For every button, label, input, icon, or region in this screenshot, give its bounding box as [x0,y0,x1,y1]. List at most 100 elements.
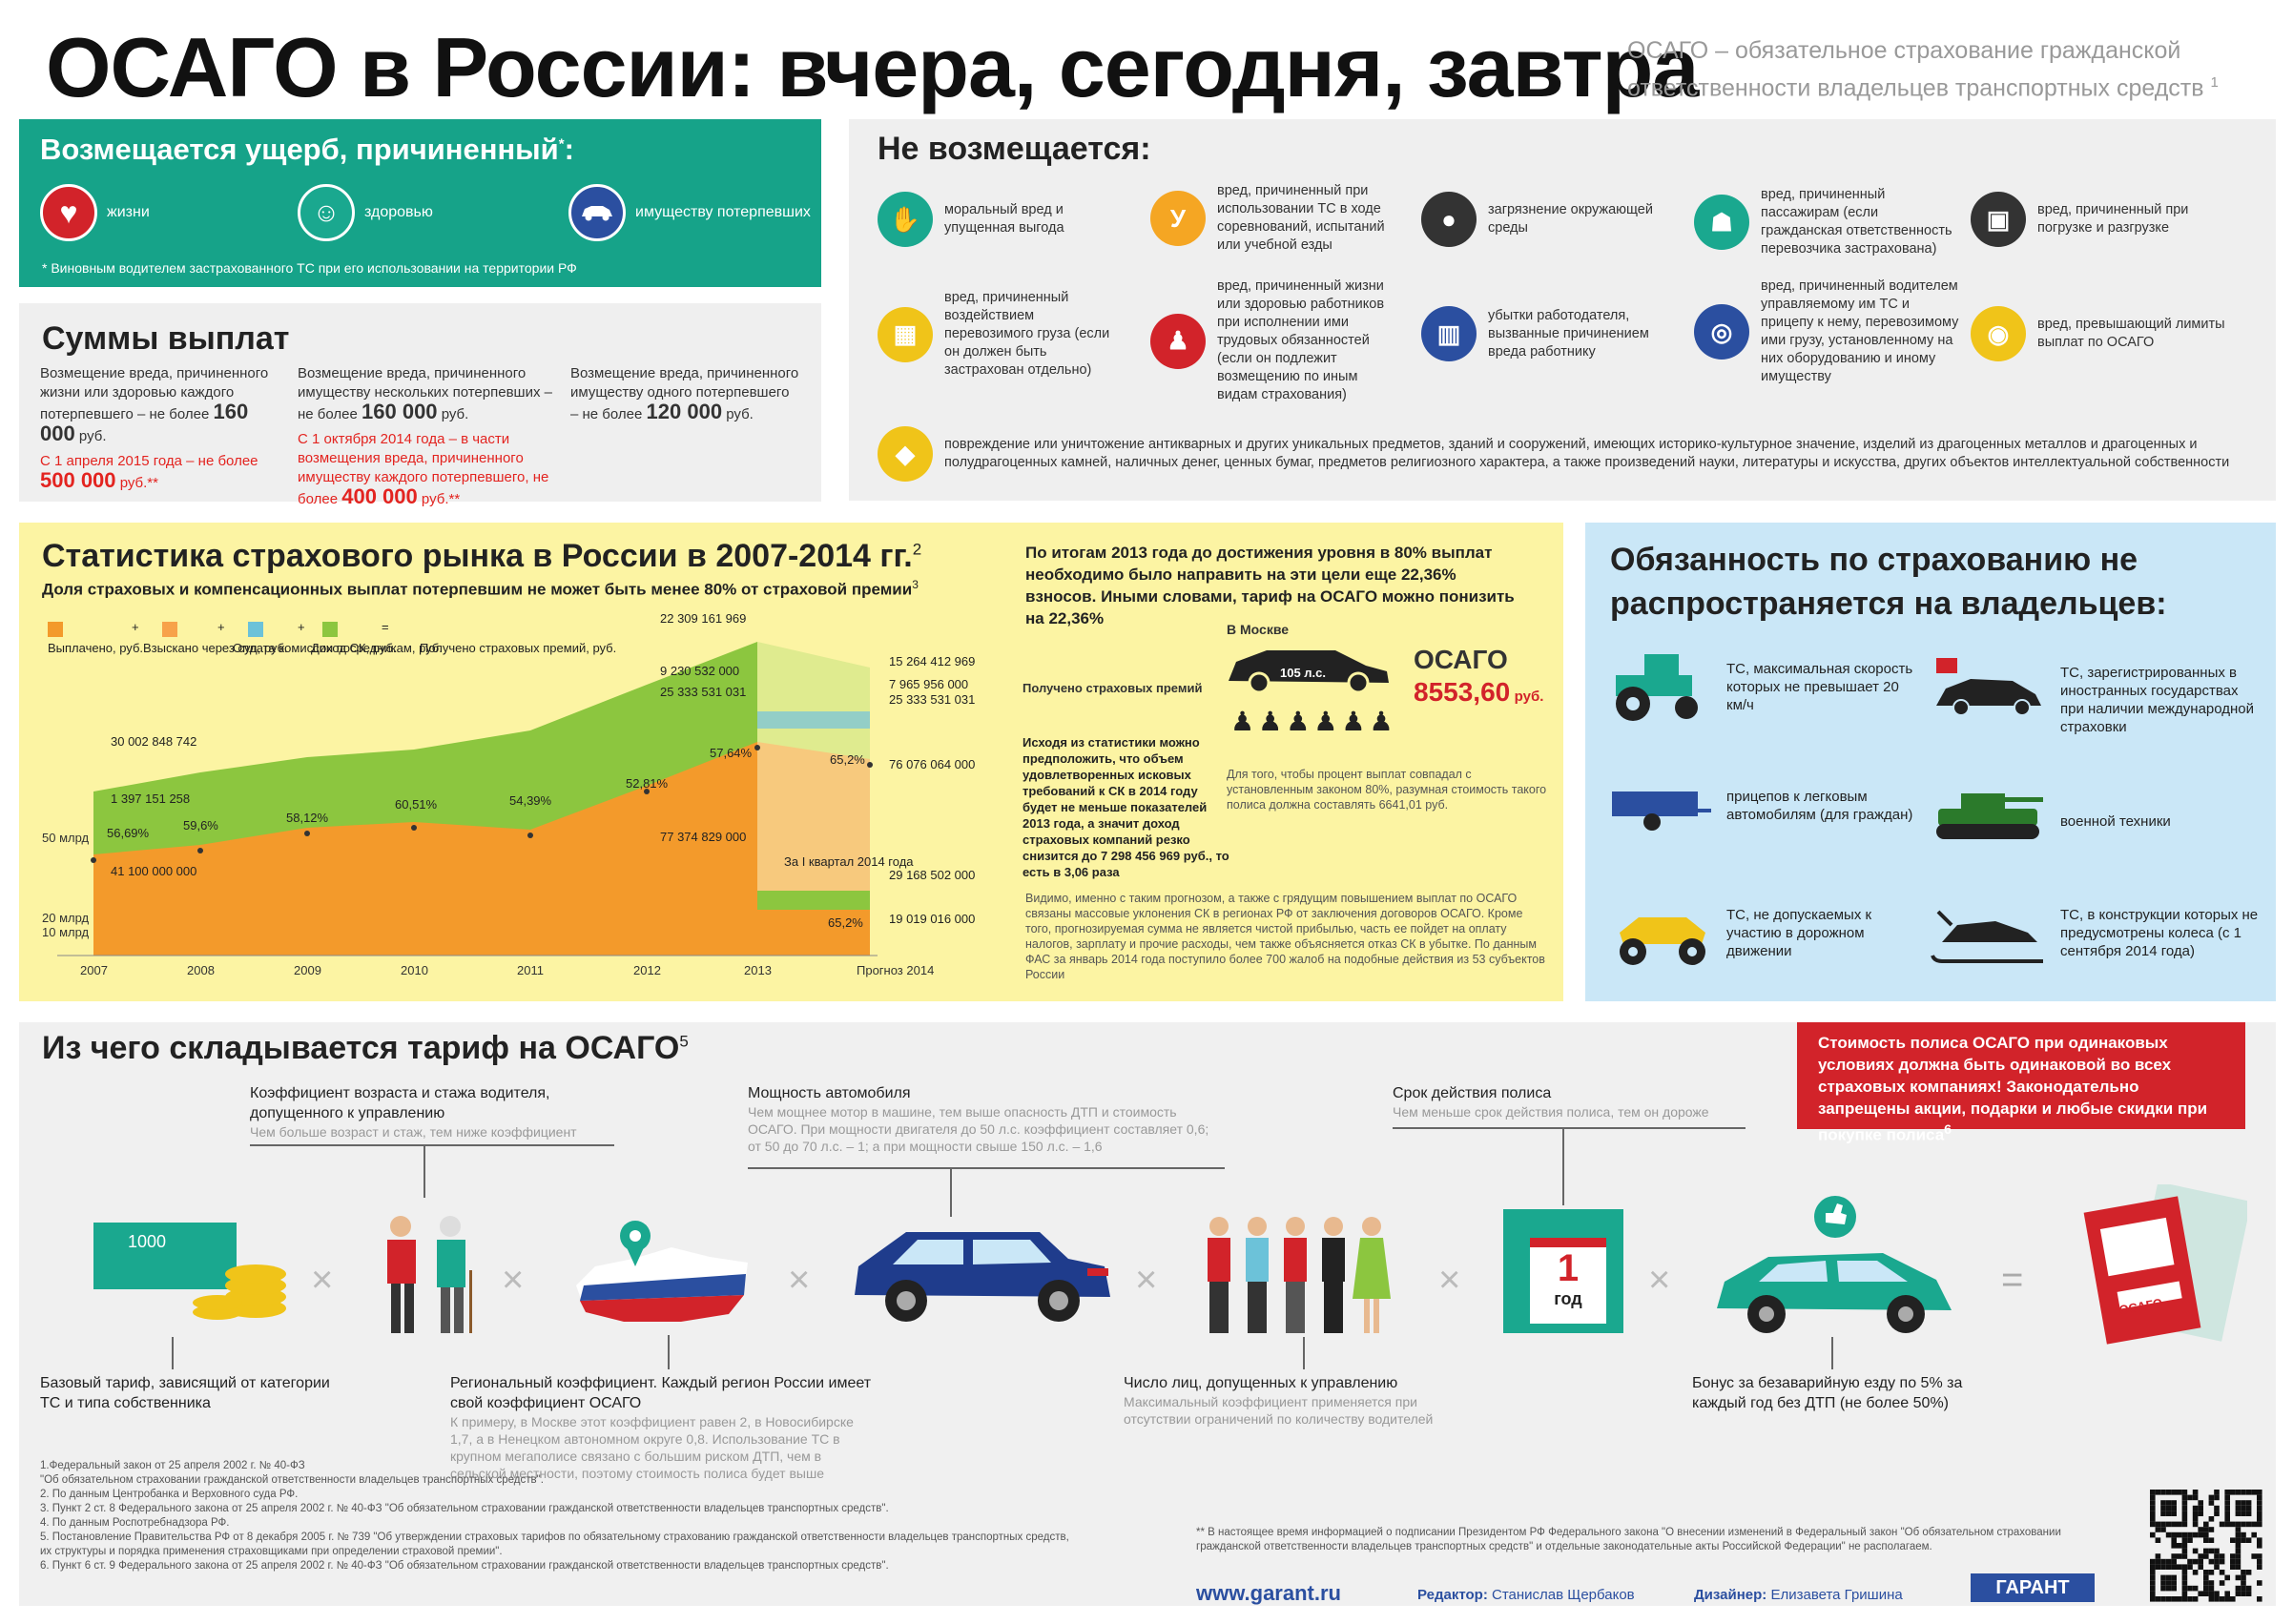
tariff-region: Региональный коэффициент. Каждый регион … [450,1375,872,1481]
sums-section: Суммы выплат Возмещение вреда, причиненн… [19,303,821,507]
trailer-icon [1612,791,1711,831]
sums-one: Возмещение вреда, причиненного имуществу… [570,365,799,423]
data-point [91,857,96,863]
diamond-icon: ◆ [878,426,933,482]
exception-military: военной техники [2060,813,2171,830]
sums-title: Суммы выплат [42,320,290,357]
nc-item-own-vehicle: ◎ вред, причиненный водителем управляемом… [1694,278,1961,386]
elderly-people-icon [387,1216,472,1333]
data-point [304,831,310,836]
qr-code-icon[interactable] [2150,1490,2262,1602]
tariff-bonus: Бонус за безаварийную езду по 5% за кажд… [1692,1375,1963,1411]
person-icon: ☺ [298,184,355,241]
heart-icon: ♥ [40,184,97,241]
page-title: ОСАГО в России: вчера, сегодня, завтра [46,20,1699,114]
received-label: Получено страховых премий [1023,681,1203,695]
moscow-hp: 105 л.с. [1280,666,1327,680]
exception-offroad: ТС, не допускаемых к участию в дорожном … [1726,907,1872,959]
tariff-power: Мощность автомобиля Чем мощнее мотор в ма… [748,1085,1209,1154]
coins-icon: ◉ [1971,306,2026,361]
tariff-section: Из чего складывается тариф на ОСАГО5 Сто… [19,1022,2276,1606]
nc-item-employer: ▥ убытки работодателя, вызванные причинен… [1421,306,1660,361]
x-tick-label: 2013 [744,963,772,977]
data-label: 25 333 531 031 [660,685,746,699]
passengers-icon: ☗ [1694,195,1749,250]
tariff-base: Базовый тариф, зависящий от категории ТС… [40,1375,330,1411]
nc-item-antiques: ◆ повреждение или уничтожение антикварных… [878,426,2232,482]
nc-item-pollution: ● загрязнение окружающей среды [1421,192,1660,247]
multiply-icon: × [502,1259,525,1301]
legend-operator: + [132,620,139,634]
data-label: 29 168 502 000 [889,868,975,882]
data-label: За I квартал 2014 года [784,854,914,869]
compensated-property: имуществу потерпевших [568,184,811,241]
legend-label: Оплата комиссии посредникам, руб. [233,641,443,655]
footnote-star: ** В настоящее время информацией о подпи… [1196,1527,2061,1552]
x-tick-label: 2011 [517,963,544,977]
y-tick-label: 20 млрд [42,911,90,925]
data-label: 15 264 412 969 [889,654,975,668]
legend-swatch [322,622,338,637]
compensated-health: ☺ здоровью [298,184,433,241]
equals-icon: = [2001,1259,2024,1301]
q1-payout [757,910,870,956]
osago-policy-icon: ОСАГО [2083,1184,2247,1345]
multiply-icon: × [1135,1259,1158,1301]
y-tick-label: 10 млрд [42,925,90,939]
data-point [197,848,203,853]
legend-label: Доход СК, руб. [311,641,397,655]
data-point [644,789,650,794]
x-tick-label: 2007 [80,963,108,977]
legend-label: Выплачено, руб. [48,641,143,655]
data-point [867,762,873,768]
osago-price: 8553,60 руб. [1414,677,1544,707]
stats-subtitle: Доля страховых и компенсационных выплат … [42,578,919,599]
analysis-text: Исходя из статистики можно предположить,… [1023,735,1229,879]
not-compensated-title: Не возмещается: [878,131,1151,167]
tariff-title: Из чего складывается тариф на ОСАГО5 [42,1030,689,1066]
page-subtitle: ОСАГО – обязательное страхование граждан… [1627,37,2219,102]
exception-no-wheels: ТС, в конструкции которых не предусмотре… [2060,907,2259,959]
data-label: 76 076 064 000 [889,757,975,771]
percent-label: 52,81% [626,776,669,791]
moscow-label: В Москве [1227,622,1290,637]
handshake-icon: ✋ [878,192,933,247]
tractor-icon [1616,654,1698,721]
data-point [754,745,760,750]
data-label: 77 374 829 000 [660,830,746,844]
percent-label: 57,64% [710,746,753,760]
data-label: 25 333 531 031 [889,692,975,707]
commission-band [757,711,870,729]
footer-url[interactable]: www.garant.ru [1196,1581,1341,1605]
svg-text:1000: 1000 [128,1232,166,1251]
multiply-icon: × [1438,1259,1461,1301]
sedan-thumbsup-icon [1717,1196,1952,1333]
percent-label: 65,2% [830,752,865,767]
multiply-icon: × [788,1259,811,1301]
legend-swatch [48,622,63,637]
data-label: 22 309 161 969 [660,611,746,626]
tariff-age: Коэффициент возраста и стажа водителя, д… [250,1085,577,1140]
data-point [527,833,533,838]
percent-label: 58,12% [286,811,329,825]
exception-slow-vehicles: ТС, максимальная скорость которых не пре… [1726,661,1913,713]
not-compensated-section: Не возмещается: ✋ моральный вред и упущен… [849,119,2276,501]
x-tick-label: 2012 [633,963,661,977]
multiply-icon: × [311,1259,334,1301]
data-label: 1 397 151 258 [111,791,190,806]
garant-logo: ГАРАНТ [1971,1573,2095,1602]
y-tick-label: 50 млрд [42,831,90,845]
legend-label: Взыскано через суд, руб. [143,641,288,655]
legend-swatch [162,622,177,637]
data-label: 41 100 000 000 [111,864,196,878]
data-label: 19 019 016 000 [889,912,975,926]
exceptions-title: Обязанность по страхованию не распростра… [1610,542,2167,622]
moscow-note: Для того, чтобы процент выплат совпадал … [1227,768,1547,812]
nc-item-workers: ♟ вред, причиненный жизни или здоровью ра… [1150,278,1398,404]
calendar-icon: 1 год [1503,1209,1623,1333]
nc-item-moral: ✋ моральный вред и упущенная выгода [878,192,1116,247]
compensated-title: Возмещается ущерб, причиненный*: [40,133,574,166]
x-tick-label: Прогноз 2014 [857,963,934,977]
drivers-group-icon [1208,1217,1391,1333]
